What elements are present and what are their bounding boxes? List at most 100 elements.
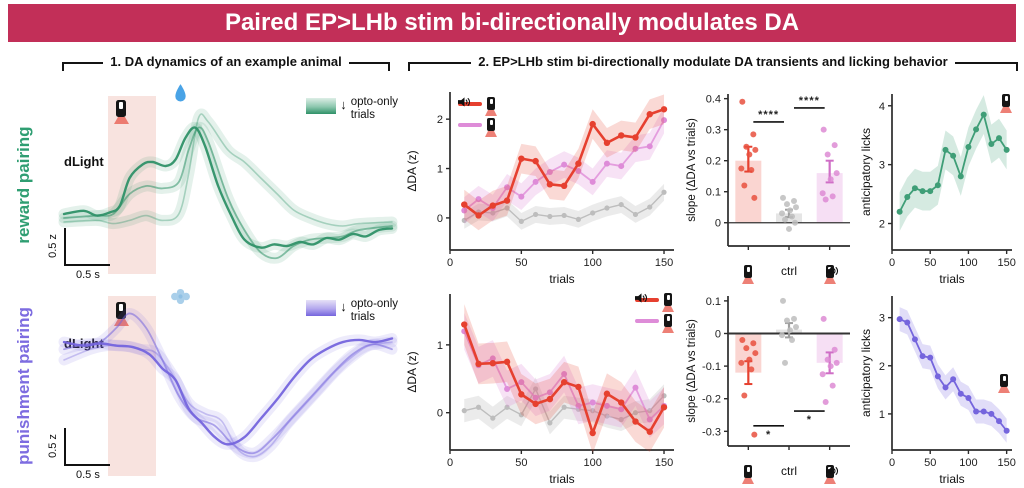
section2-header: 2. EP>LHb stim bi-directionally modulate… — [408, 54, 1019, 80]
svg-text:50: 50 — [515, 257, 527, 269]
legend-text: opto-only trials — [350, 298, 398, 324]
arrow-down-icon: ↓ — [340, 299, 347, 314]
scale-bar-horizontal — [64, 264, 110, 266]
opto-stim-icon — [998, 374, 1010, 393]
legend-text: opto-only trials — [350, 96, 398, 122]
scale-bar-vertical — [64, 228, 66, 266]
svg-text:0: 0 — [715, 218, 721, 230]
category-stim-sound — [823, 465, 838, 484]
punishment-da-traces — [56, 292, 398, 478]
svg-text:1: 1 — [879, 409, 885, 421]
scale-bar: 0.5 z 0.5 s — [47, 422, 120, 481]
svg-text:100: 100 — [959, 457, 977, 469]
svg-text:150: 150 — [997, 257, 1015, 269]
svg-text:150: 150 — [997, 457, 1015, 469]
svg-text:100: 100 — [583, 257, 601, 269]
svg-text:****: **** — [758, 109, 779, 121]
bracket-tick — [388, 62, 390, 71]
section1-title: 1. DA dynamics of an example animal — [110, 54, 342, 69]
legend-stim — [635, 292, 674, 312]
stim-sound-line-swatch — [458, 122, 482, 127]
anticipatory-licks-chart-punishment: 0 50 100 150 1 2 3 trials anticipatory licks — [858, 286, 1022, 486]
svg-text:0: 0 — [447, 257, 453, 269]
bracket-tick — [62, 62, 64, 71]
svg-text:3: 3 — [879, 313, 885, 325]
opto-stim-icon — [485, 97, 497, 116]
scale-bar-horizontal — [64, 464, 110, 466]
da-vs-trials-punishment-chart: 0 50 100 150 0 1 trials ΔDA (z) — [404, 286, 682, 486]
trial-gradient-swatch — [306, 300, 337, 316]
svg-text:150: 150 — [655, 457, 673, 469]
svg-text:1: 1 — [437, 340, 443, 352]
svg-text:anticipatory licks: anticipatory licks — [859, 128, 873, 216]
legend-stim-sound — [635, 293, 674, 333]
chart-legend — [458, 96, 497, 137]
scale-bar: 0.5 z 0.5 s — [47, 222, 120, 281]
opto-stim-icon — [1000, 94, 1012, 113]
svg-text:0.3: 0.3 — [706, 125, 721, 137]
svg-text:slope (ΔDA vs trials): slope (ΔDA vs trials) — [686, 319, 698, 423]
svg-text:50: 50 — [515, 457, 527, 469]
svg-text:-0.2: -0.2 — [702, 394, 721, 406]
category-stim — [742, 465, 755, 484]
speaker-icon — [825, 266, 838, 276]
svg-text:4: 4 — [879, 101, 885, 113]
speaker-icon — [825, 466, 838, 476]
svg-text:ΔDA (z): ΔDA (z) — [405, 351, 419, 392]
svg-text:0: 0 — [447, 457, 453, 469]
svg-text:100: 100 — [959, 257, 977, 269]
water-drop-icon — [175, 84, 186, 102]
stim-period-shading — [108, 96, 156, 274]
svg-text:0.4: 0.4 — [706, 94, 721, 106]
svg-text:0: 0 — [715, 329, 721, 341]
section2-title: 2. EP>LHb stim bi-directionally modulate… — [478, 54, 948, 69]
svg-text:0: 0 — [889, 457, 895, 469]
svg-text:trials: trials — [549, 472, 574, 486]
svg-text:2: 2 — [879, 219, 885, 231]
figure-title: Paired EP>LHb stim bi-directionally modu… — [224, 9, 800, 36]
svg-text:3: 3 — [879, 160, 885, 172]
opto-stim-icon — [662, 293, 674, 312]
figure-title-banner: Paired EP>LHb stim bi-directionally modu… — [8, 4, 1016, 42]
svg-text:-0.1: -0.1 — [702, 361, 721, 373]
bracket-line — [410, 62, 472, 64]
bracket-tick — [1016, 62, 1019, 71]
opto-stim-icon — [485, 118, 497, 137]
stim-line-swatch — [635, 297, 659, 302]
category-ctrl: ctrl — [781, 464, 797, 478]
trial-gradient-swatch — [306, 98, 337, 114]
arrow-down-icon: ↓ — [340, 97, 347, 112]
opto-stim-icon — [742, 465, 755, 484]
svg-text:*: * — [807, 414, 812, 426]
speaker-icon — [635, 293, 647, 303]
stim-line-swatch — [458, 101, 482, 106]
svg-text:0: 0 — [889, 257, 895, 269]
svg-text:0: 0 — [437, 213, 443, 225]
svg-text:2: 2 — [437, 114, 443, 126]
svg-text:150: 150 — [655, 257, 673, 269]
svg-text:slope (ΔDA vs trials): slope (ΔDA vs trials) — [686, 118, 698, 222]
scale-bar-vertical — [64, 428, 66, 466]
opto-only-trials-legend: ↓ opto-only trials — [306, 96, 398, 122]
svg-text:ΔDA (z): ΔDA (z) — [405, 150, 419, 191]
svg-text:-0.3: -0.3 — [702, 426, 721, 438]
reward-da-traces — [56, 90, 398, 278]
svg-text:anticipatory licks: anticipatory licks — [859, 329, 873, 417]
svg-text:trials: trials — [549, 272, 574, 286]
svg-text:0: 0 — [437, 408, 443, 420]
svg-text:0.2: 0.2 — [706, 156, 721, 168]
punishment-pairing-label: punishment pairing — [14, 307, 33, 465]
category-stim-sound — [823, 265, 838, 284]
svg-text:1: 1 — [437, 164, 443, 176]
reward-pairing-panel: reward pairing dLight ↓ opto-only trials… — [8, 84, 402, 286]
punishment-pairing-panel: punishment pairing dLight ↓ opto-only tr… — [8, 286, 402, 486]
bracket-tick — [408, 62, 410, 71]
category-ctrl: ctrl — [781, 264, 797, 278]
bracket-line — [348, 62, 388, 64]
svg-text:50: 50 — [924, 457, 936, 469]
anticipatory-licks-chart-reward: 0 50 100 150 2 3 4 trials anticipatory licks — [858, 84, 1022, 286]
slope-bar-chart-punishment: ctrl 0.1 0 -0.1 -0.2 -0.3 slope (ΔDA vs trial… — [684, 286, 860, 486]
chart-legend — [635, 292, 674, 333]
section1-header: 1. DA dynamics of an example animal — [62, 54, 390, 80]
